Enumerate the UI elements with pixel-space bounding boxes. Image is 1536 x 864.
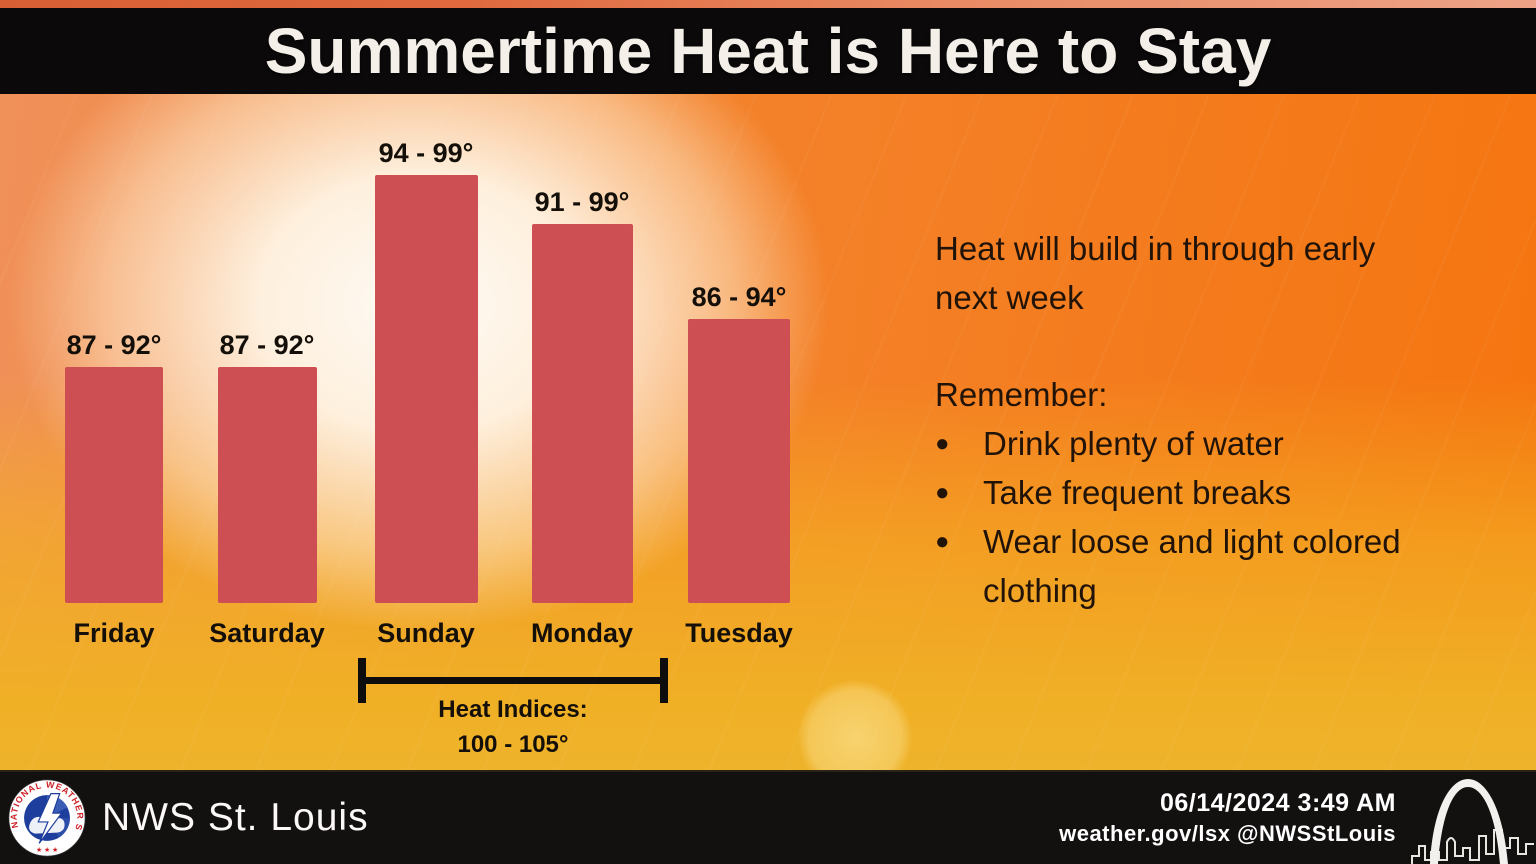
bar-friday (65, 367, 163, 603)
bullet-icon: ● (935, 528, 950, 555)
chart-area: 87 - 92° Friday 87 - 92° Saturday 94 - 99° Su… (0, 94, 1536, 772)
bar-sunday (374, 175, 478, 603)
heat-indices-range: 100 - 105° (457, 731, 569, 758)
remember-item-text: Wear loose and light colored clothing (983, 523, 1401, 609)
bullet-icon: ● (935, 430, 950, 457)
day-label-saturday: Saturday (209, 618, 325, 648)
website-social-handles: weather.gov/lsx @NWSStLouis (1059, 821, 1396, 846)
bullet-icon: ● (935, 479, 950, 506)
remember-item-1: ● Drink plenty of water (935, 419, 1410, 468)
day-label-tuesday: Tuesday (685, 618, 793, 648)
bar-saturday (217, 367, 317, 603)
footer: NATIONAL WEATHER SERVICE ★ ★ ★ NWS St. L… (0, 770, 1536, 864)
top-accent-strip (0, 0, 1536, 8)
remember-item-text: Take frequent breaks (983, 474, 1292, 511)
remember-item-2: ● Take frequent breaks (935, 468, 1410, 517)
day-label-friday: Friday (73, 618, 155, 648)
heat-indices-label: Heat Indices: (438, 696, 588, 723)
bar-value-label-saturday: 87 - 92° (219, 330, 315, 360)
remember-list: ● Drink plenty of water ● Take frequent bre… (935, 419, 1410, 615)
footer-meta: 06/14/2024 3:49 AM weather.gov/lsx @NWSS… (1059, 789, 1396, 847)
bar-value-label-tuesday: 86 - 94° (691, 282, 787, 312)
gateway-arch-skyline-icon (1411, 779, 1534, 864)
header: Summertime Heat is Here to Stay (0, 8, 1536, 94)
remember-item-text: Drink plenty of water (983, 425, 1284, 462)
day-label-sunday: Sunday (377, 618, 475, 648)
heat-build-paragraph: Heat will build in through early next we… (935, 230, 1376, 316)
svg-text:★ ★ ★: ★ ★ ★ (36, 846, 58, 854)
nws-logo-icon: NATIONAL WEATHER SERVICE ★ ★ ★ (8, 779, 86, 857)
remember-heading: Remember: (935, 376, 1108, 413)
heat-indices-bracket (358, 658, 668, 703)
bar-monday (531, 224, 633, 603)
station-name: NWS St. Louis (102, 796, 369, 839)
day-label-monday: Monday (530, 618, 633, 648)
bar-value-label-friday: 87 - 92° (66, 330, 162, 360)
page-title: Summertime Heat is Here to Stay (264, 15, 1272, 87)
remember-item-3: ● Wear loose and light colored clothing (935, 517, 1410, 615)
bar-value-label-sunday: 94 - 99° (378, 138, 474, 168)
timestamp: 06/14/2024 3:49 AM (1159, 789, 1396, 817)
bar-tuesday (688, 319, 790, 603)
heat-indices-annotation: Heat Indices: 100 - 105° (363, 692, 663, 762)
advice-panel: Heat will build in through early next we… (935, 224, 1410, 615)
bar-value-label-monday: 91 - 99° (534, 187, 630, 217)
